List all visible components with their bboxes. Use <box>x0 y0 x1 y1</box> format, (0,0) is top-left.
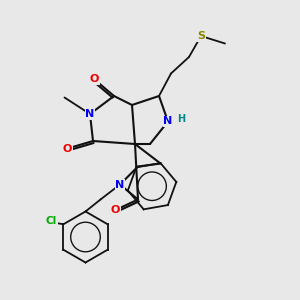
Text: N: N <box>116 179 124 190</box>
Text: N: N <box>85 109 94 119</box>
Text: Cl: Cl <box>46 216 57 226</box>
Text: S: S <box>197 31 205 41</box>
Text: N: N <box>164 116 172 127</box>
Text: O: O <box>90 74 99 85</box>
Text: O: O <box>111 205 120 215</box>
Text: H: H <box>177 113 186 124</box>
Text: O: O <box>63 143 72 154</box>
